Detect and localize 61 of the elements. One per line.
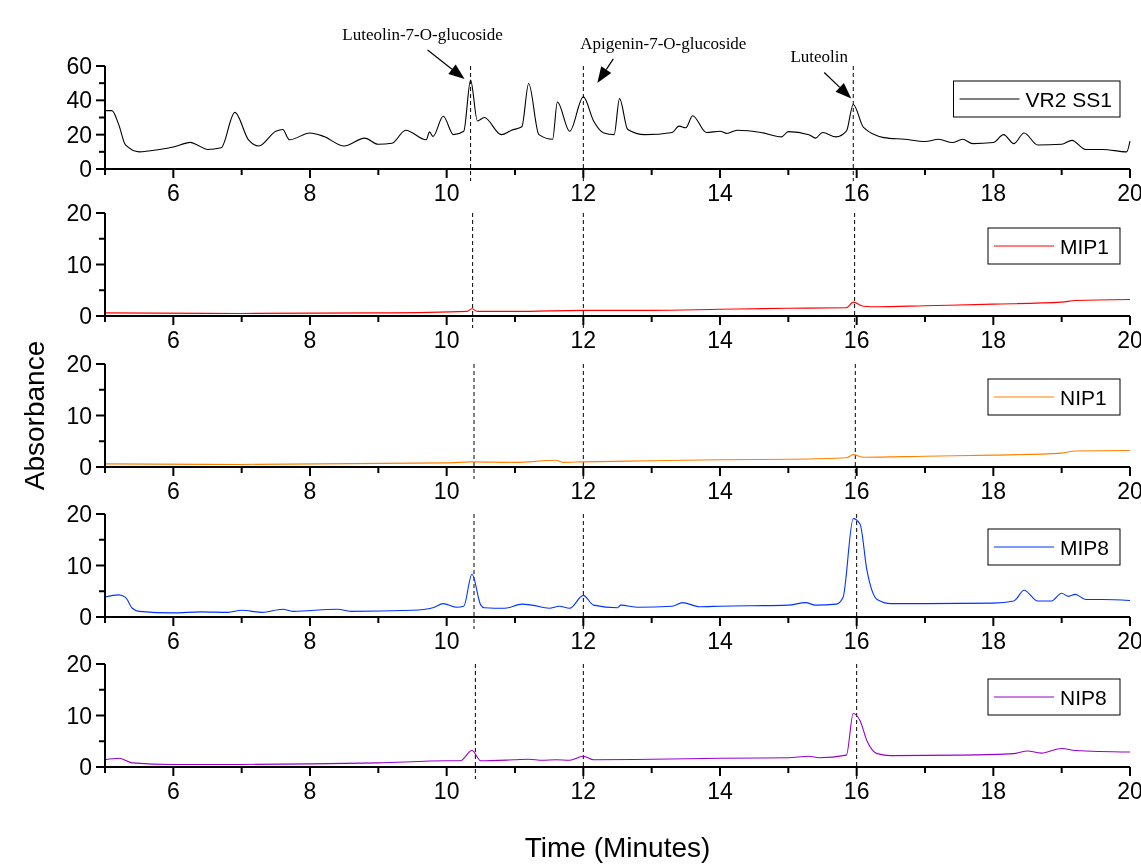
- legend-label: MIP8: [1060, 536, 1110, 559]
- y-tick-label: 20: [66, 121, 92, 148]
- x-tick-label: 10: [433, 628, 460, 654]
- y-tick-label: 40: [66, 87, 92, 114]
- legend-label: VR2 SS1: [1025, 88, 1112, 111]
- x-tick-label: 8: [303, 180, 317, 206]
- y-tick-label: 10: [66, 402, 92, 429]
- x-tick-label: 18: [980, 628, 1007, 654]
- y-tick-label: 10: [66, 702, 92, 729]
- x-tick-label: 10: [433, 778, 460, 804]
- y-tick-label: 10: [66, 552, 92, 579]
- x-tick-label: 12: [570, 180, 597, 206]
- x-tick-label: 8: [303, 478, 317, 504]
- x-tick-label: 10: [433, 478, 460, 504]
- x-tick-label: 12: [570, 327, 597, 353]
- y-tick-label: 0: [79, 754, 92, 780]
- x-tick-label: 8: [303, 778, 317, 804]
- y-tick-label: 60: [66, 53, 92, 79]
- x-tick-label: 6: [166, 327, 180, 353]
- x-tick-label: 8: [303, 628, 317, 654]
- x-tick-label: 16: [843, 778, 870, 804]
- x-tick-label: 6: [166, 778, 180, 804]
- x-tick-label: 12: [570, 478, 597, 504]
- x-tick-label: 14: [707, 628, 733, 654]
- x-tick-label: 14: [707, 180, 733, 206]
- legend-label: NIP8: [1060, 686, 1107, 709]
- annotation: Luteolin-7-O-glucoside: [342, 25, 503, 45]
- y-axis-title: Absorbance: [19, 340, 50, 491]
- y-tick-label: 10: [66, 251, 92, 278]
- x-tick-label: 10: [433, 327, 460, 353]
- x-tick-label: 6: [166, 180, 180, 206]
- y-tick-label: 0: [79, 303, 92, 329]
- y-tick-label: 20: [66, 351, 92, 377]
- x-tick-label: 18: [980, 327, 1007, 353]
- x-axis-title: Time (Minutes): [524, 832, 711, 863]
- y-tick-label: 20: [66, 200, 92, 226]
- x-tick-label: 12: [570, 628, 597, 654]
- y-tick-label: 0: [79, 454, 92, 480]
- x-tick-label: 16: [843, 327, 870, 353]
- x-tick-label: 8: [303, 327, 317, 353]
- x-tick-label: 14: [707, 478, 733, 504]
- legend-label: NIP1: [1060, 386, 1107, 409]
- annotation: Luteolin: [790, 47, 849, 67]
- y-tick-label: 20: [66, 651, 92, 677]
- y-tick-label: 20: [66, 501, 92, 527]
- x-tick-label: 6: [166, 478, 180, 504]
- x-tick-label: 16: [843, 180, 870, 206]
- x-tick-label: 10: [433, 180, 460, 206]
- x-tick-label: 14: [707, 327, 733, 353]
- x-tick-label: 16: [843, 478, 870, 504]
- x-tick-label: 6: [166, 628, 180, 654]
- legend-label: MIP1: [1060, 235, 1110, 258]
- x-tick-label: 14: [707, 778, 733, 804]
- x-tick-label: 18: [980, 478, 1007, 504]
- x-tick-label: 18: [980, 778, 1007, 804]
- x-tick-label: 12: [570, 778, 597, 804]
- x-tick-label: 16: [843, 628, 870, 654]
- y-tick-label: 0: [79, 604, 92, 630]
- annotation: Apigenin-7-O-glucoside: [580, 33, 747, 53]
- y-tick-label: 0: [79, 156, 92, 182]
- x-tick-label: 18: [980, 180, 1007, 206]
